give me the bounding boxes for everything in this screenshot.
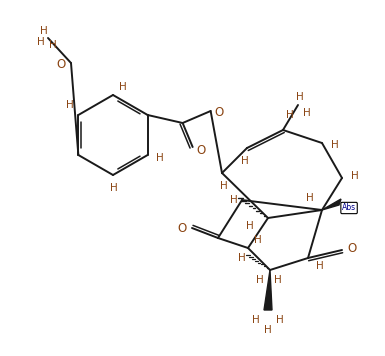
Text: H: H [351,171,359,181]
Text: H: H [40,26,48,36]
Text: H: H [119,82,127,92]
Text: H: H [252,315,260,325]
Text: H: H [316,261,324,271]
Text: O: O [196,143,205,157]
Polygon shape [264,270,272,310]
Text: H: H [331,140,339,150]
Text: H: H [156,153,164,163]
Text: H: H [246,221,254,231]
Text: H: H [67,100,74,110]
Text: H: H [230,195,238,205]
Text: H: H [274,275,282,285]
Text: H: H [49,40,57,50]
Text: O: O [214,106,223,120]
Text: H: H [254,235,262,245]
Text: H: H [306,193,314,203]
Text: Abs: Abs [342,204,356,213]
Text: H: H [276,315,284,325]
Text: H: H [286,110,294,120]
Text: H: H [296,92,304,102]
Text: H: H [220,181,228,191]
Text: H: H [264,325,272,335]
Text: O: O [56,58,65,70]
Text: H: H [110,183,118,193]
Text: H: H [303,108,311,118]
Text: H: H [256,275,264,285]
Text: O: O [177,222,187,236]
Text: H: H [37,37,45,47]
Text: O: O [347,242,357,256]
Text: H: H [241,156,249,166]
Text: H: H [238,253,246,263]
Polygon shape [322,199,341,210]
